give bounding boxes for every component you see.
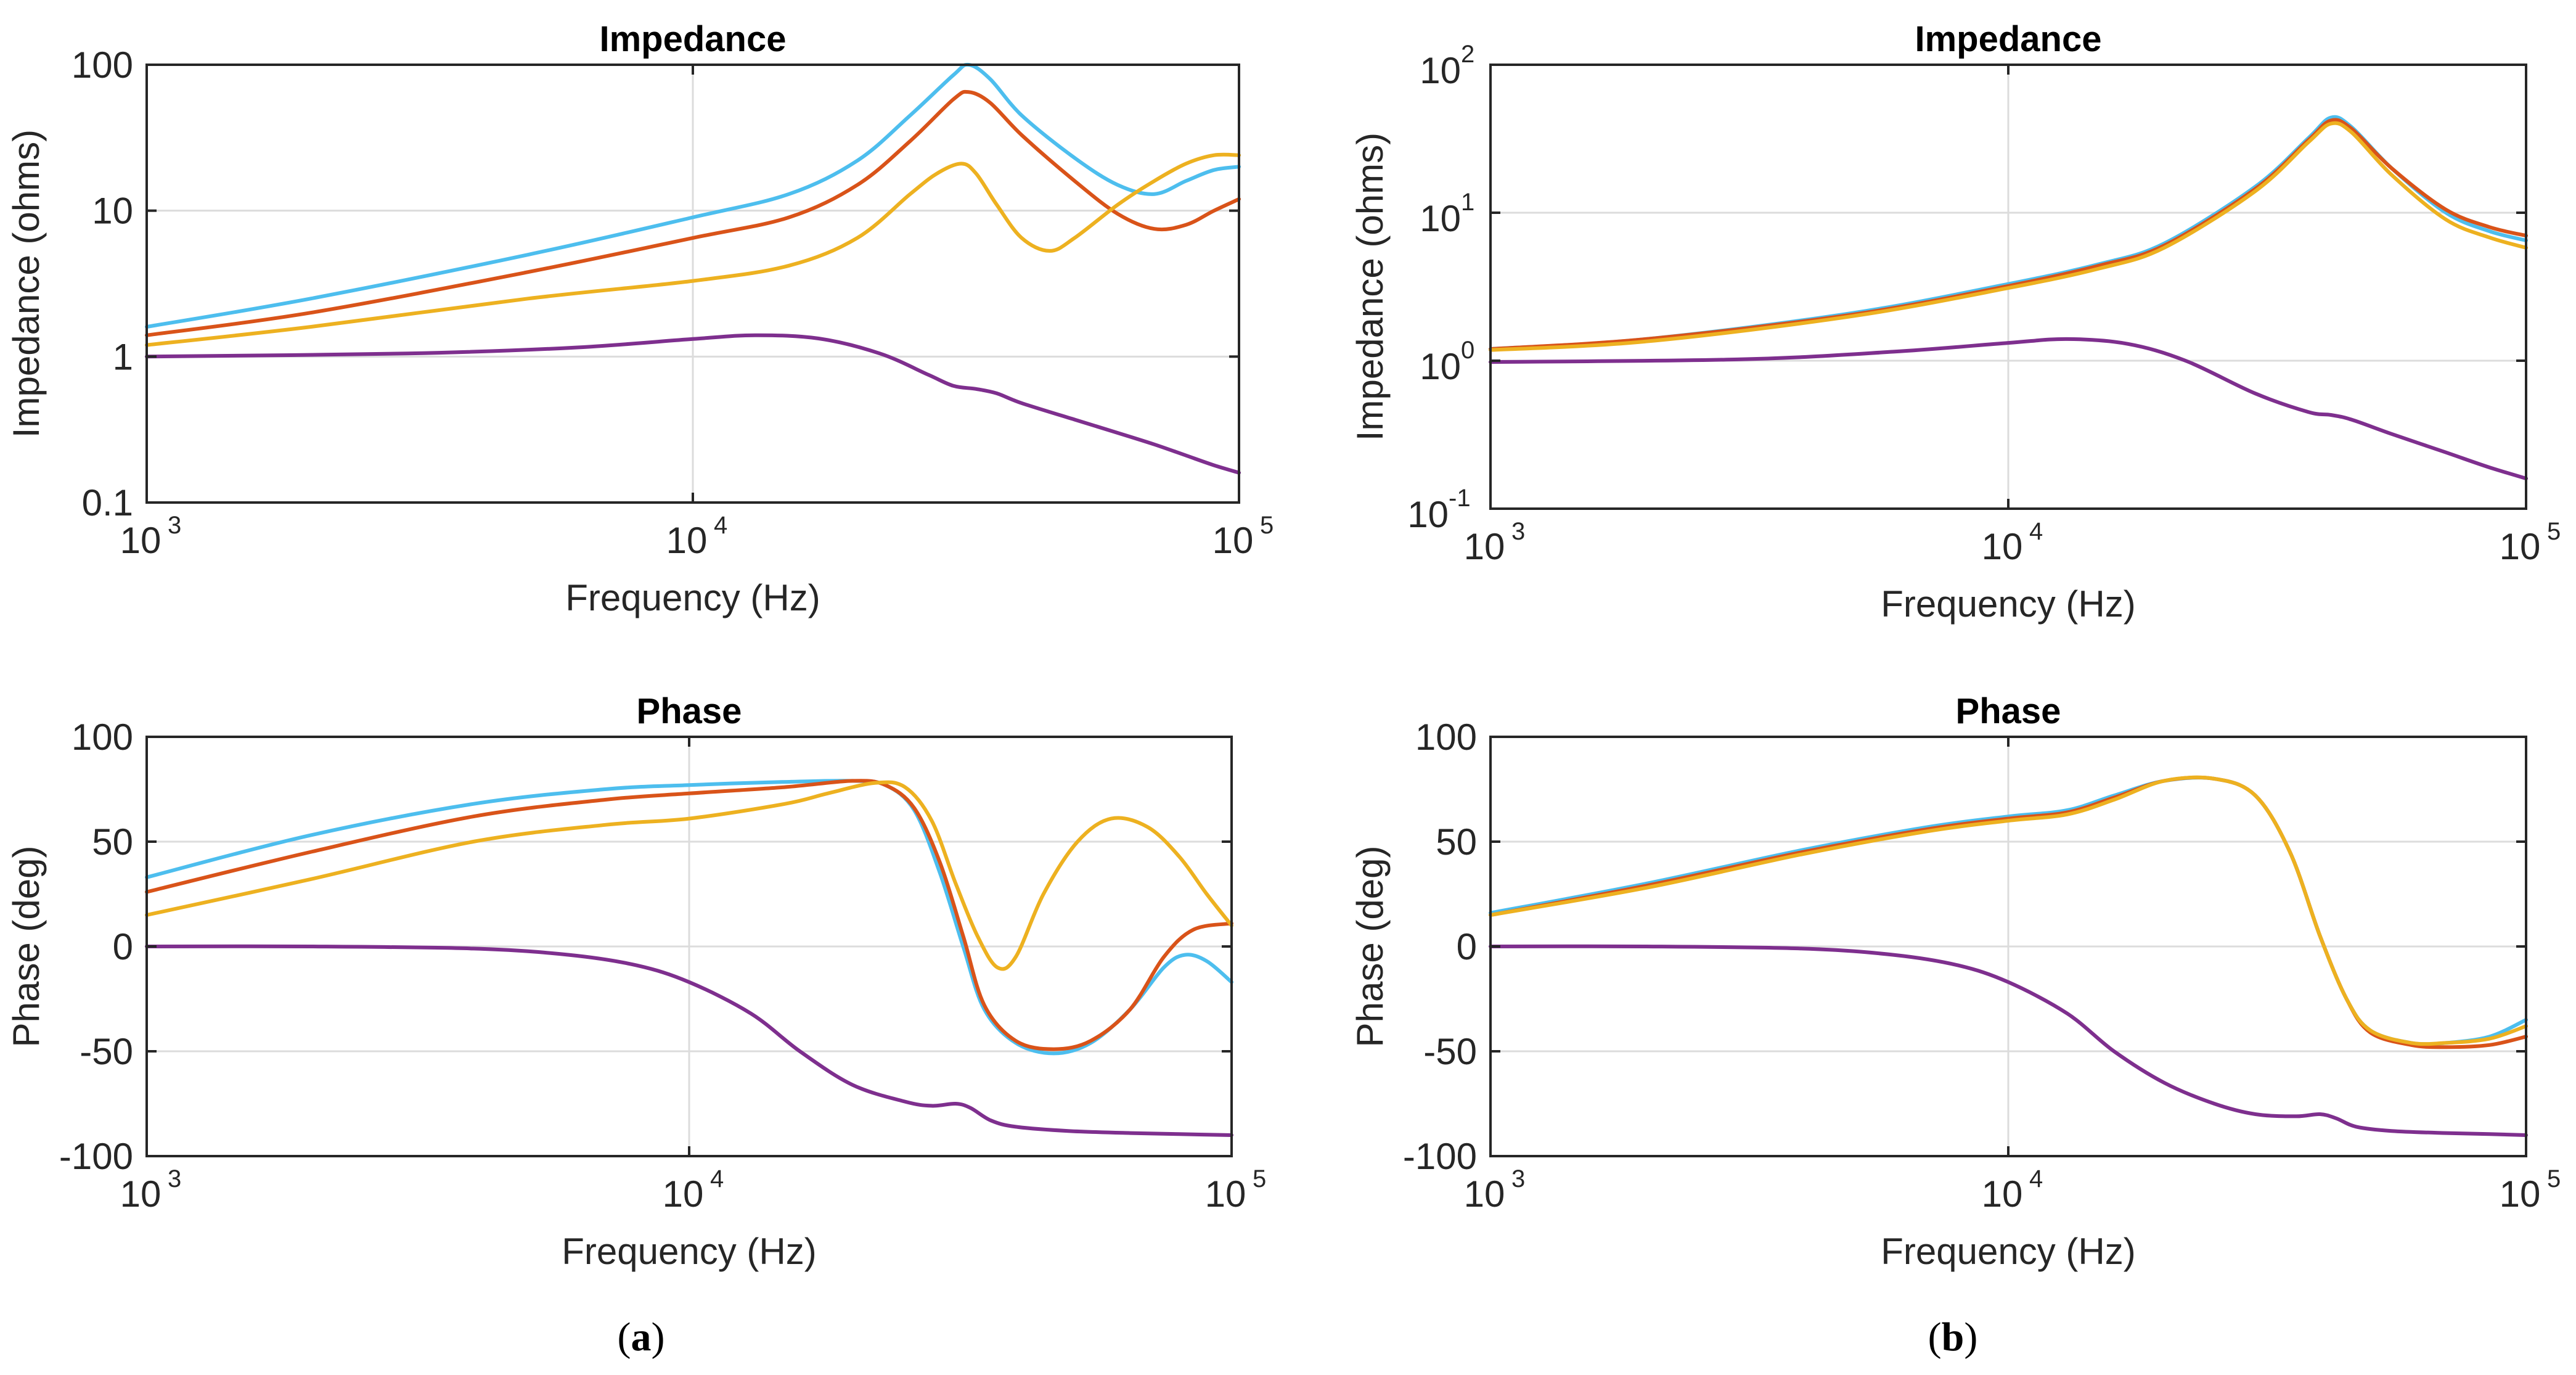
series-line-red <box>1489 118 2528 351</box>
chart-b-impedance: 10 3 10 4 10 510 -110 010 110 2 ImpedanceFrequency… <box>1349 19 2561 625</box>
x-tick-exponent: 3 <box>168 512 181 539</box>
x-tick-label: 10 <box>663 1173 704 1215</box>
x-tick-exponent: 3 <box>168 1165 181 1192</box>
panel-label-b: (b) <box>1928 1315 1978 1360</box>
y-tick-label: 0.1 <box>82 482 133 523</box>
x-tick-label: 10 <box>120 520 162 561</box>
y-tick-label: 0 <box>113 926 133 967</box>
y-tick-label: 10 <box>1420 198 1461 239</box>
x-tick-label: 10 <box>1464 526 1505 567</box>
y-tick-label: 0 <box>1457 926 1477 967</box>
y-axis-label: Impedance (ohms) <box>6 129 47 438</box>
x-axis-label: Frequency (Hz) <box>1881 583 2135 625</box>
x-tick-label: 10 <box>1982 526 2023 567</box>
panel-label-a: (a) <box>618 1315 665 1360</box>
y-axis-label: Phase (deg) <box>6 846 47 1048</box>
y-tick-label: 10 <box>92 191 133 232</box>
series-line-purple <box>145 333 1241 475</box>
x-axis-label: Frequency (Hz) <box>565 577 820 618</box>
series-line-purple <box>145 944 1233 1137</box>
chart-title: Phase <box>1956 691 2061 731</box>
series-line-yellow <box>145 780 1233 971</box>
x-tick-label: 10 <box>666 520 708 561</box>
series-line-purple <box>1489 944 2528 1137</box>
y-tick-label: 100 <box>72 44 133 86</box>
series-line-yellow <box>1489 775 2528 1046</box>
y-tick-label: 10 <box>1420 50 1461 91</box>
y-tick-label: -50 <box>1423 1031 1477 1072</box>
x-tick-exponent: 5 <box>1260 512 1274 539</box>
series-line-red <box>145 89 1241 337</box>
series-line-yellow <box>145 152 1241 347</box>
y-axis-label: Impedance (ohms) <box>1349 133 1391 441</box>
y-tick-label: -50 <box>80 1031 133 1072</box>
x-tick-exponent: 5 <box>1253 1165 1266 1192</box>
y-tick-label: -100 <box>1403 1136 1477 1177</box>
y-tick-label: 1 <box>113 336 133 377</box>
x-tick-label: 10 <box>120 1173 162 1215</box>
y-tick-label: 10 <box>1420 346 1461 387</box>
y-tick-label: 100 <box>1415 716 1477 758</box>
y-tick-label: 10 <box>1407 494 1449 535</box>
chart-title: Phase <box>637 691 742 731</box>
x-tick-label: 10 <box>2500 526 2541 567</box>
panel-label-paren: ( <box>618 1315 631 1360</box>
panel-label-letter: b <box>1942 1315 1965 1360</box>
series-line-yellow <box>1489 121 2528 352</box>
series-line-purple <box>1489 337 2528 480</box>
x-tick-label: 10 <box>1205 1173 1246 1215</box>
series-line-red <box>145 779 1233 1051</box>
y-tick-exponent: 2 <box>1461 41 1474 68</box>
x-tick-exponent: 3 <box>1511 1165 1525 1192</box>
y-tick-exponent: 1 <box>1461 189 1474 216</box>
panel-label-paren: ) <box>1964 1315 1977 1360</box>
x-tick-exponent: 4 <box>710 1165 724 1192</box>
x-tick-label: 10 <box>1464 1173 1505 1215</box>
y-tick-exponent: 0 <box>1461 337 1474 364</box>
x-tick-label: 10 <box>2500 1173 2541 1215</box>
x-tick-exponent: 4 <box>714 512 727 539</box>
x-tick-exponent: 4 <box>2029 518 2043 545</box>
x-tick-exponent: 5 <box>2547 1165 2561 1192</box>
panel-label-paren: ( <box>1928 1315 1942 1360</box>
x-tick-label: 10 <box>1982 1173 2023 1215</box>
panel-label-paren: ) <box>652 1315 665 1360</box>
chart-title: Impedance <box>1915 19 2102 59</box>
y-tick-label: -100 <box>59 1136 133 1177</box>
x-tick-exponent: 5 <box>2547 518 2561 545</box>
x-tick-label: 10 <box>1212 520 1254 561</box>
y-tick-label: 50 <box>1436 821 1477 863</box>
x-axis-label: Frequency (Hz) <box>1881 1231 2135 1272</box>
panel-label-letter: a <box>631 1315 652 1360</box>
x-tick-exponent: 3 <box>1511 518 1525 545</box>
y-axis-label: Phase (deg) <box>1349 846 1391 1048</box>
y-tick-exponent: -1 <box>1449 485 1471 512</box>
x-axis-label: Frequency (Hz) <box>562 1231 816 1272</box>
y-tick-label: 50 <box>92 821 133 863</box>
x-tick-exponent: 4 <box>2029 1165 2043 1192</box>
y-tick-label: 100 <box>72 716 133 758</box>
chart-title: Impedance <box>600 19 787 59</box>
